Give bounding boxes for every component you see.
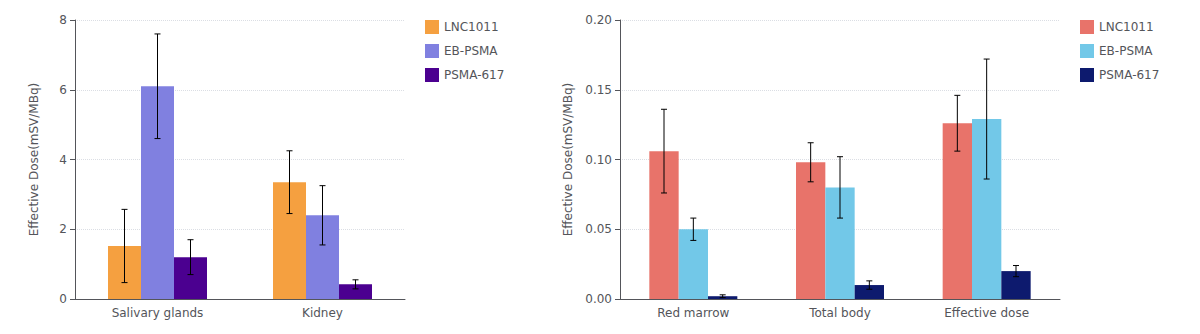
- svg-text:4: 4: [59, 153, 67, 167]
- svg-text:Effective dose: Effective dose: [944, 306, 1029, 320]
- svg-text:Kidney: Kidney: [302, 306, 343, 320]
- svg-text:Salivary glands: Salivary glands: [112, 306, 204, 320]
- svg-text:Effective Dose(mSV/MBq): Effective Dose(mSV/MBq): [27, 83, 41, 237]
- svg-text:6: 6: [59, 83, 67, 97]
- svg-text:8: 8: [59, 13, 67, 27]
- svg-text:0.10: 0.10: [585, 153, 612, 167]
- svg-text:LNC1011: LNC1011: [1099, 20, 1154, 34]
- svg-text:0.20: 0.20: [585, 13, 612, 27]
- svg-text:EB-PSMA: EB-PSMA: [1099, 44, 1153, 58]
- svg-text:0: 0: [59, 292, 67, 306]
- svg-text:0.00: 0.00: [585, 292, 612, 306]
- svg-text:PSMA-617: PSMA-617: [1099, 68, 1159, 82]
- svg-text:0.05: 0.05: [585, 222, 612, 236]
- svg-text:EB-PSMA: EB-PSMA: [444, 44, 498, 58]
- svg-text:0.15: 0.15: [585, 83, 612, 97]
- svg-text:Effective Dose(mSV/MBq): Effective Dose(mSV/MBq): [561, 83, 575, 237]
- svg-text:LNC1011: LNC1011: [444, 20, 499, 34]
- svg-text:PSMA-617: PSMA-617: [444, 68, 504, 82]
- svg-text:Total body: Total body: [808, 306, 871, 320]
- svg-text:2: 2: [59, 222, 67, 236]
- svg-text:Red marrow: Red marrow: [657, 306, 729, 320]
